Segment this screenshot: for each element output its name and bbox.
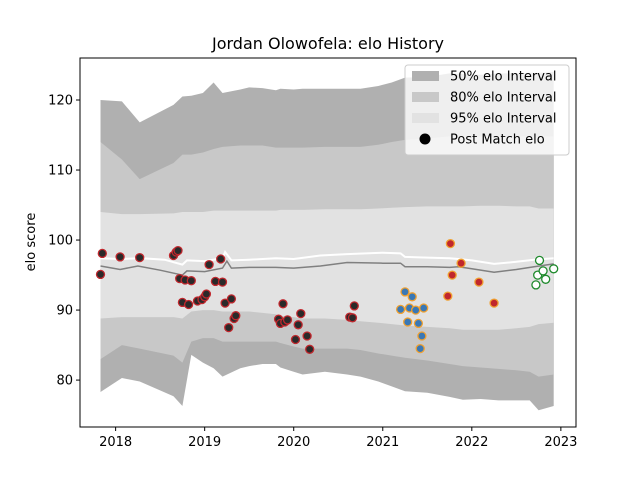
data-point [224,322,234,333]
data-point [217,277,228,287]
y-tick-label: 110 [48,164,73,179]
y-axis-label: elo score [24,213,39,272]
x-tick-label: 2021 [366,435,399,450]
data-point [531,280,541,290]
median-line [100,249,554,266]
legend-swatch [412,71,439,81]
y-tick-label: 90 [56,304,73,319]
data-point [115,252,125,262]
data-point [549,264,559,274]
data-point [305,344,315,354]
legend-swatch [412,113,439,123]
data-point [216,254,226,264]
legend-label: 50% elo Interval [450,70,557,85]
legend-label: Post Match elo [450,133,545,148]
data-point [395,304,406,315]
data-point [443,291,453,301]
data-point [411,305,421,315]
chart-title: Jordan Olowofela: elo History [211,34,444,53]
plot-frame [79,57,577,428]
y-tick-label: 120 [48,94,73,109]
data-point [489,298,499,308]
data-point [400,287,410,297]
legend-swatch [412,92,439,102]
data-point [278,299,288,309]
x-tick-label: 2019 [188,435,221,450]
x-tick-label: 2022 [455,435,488,450]
data-point [534,255,545,266]
data-point [403,317,413,327]
data-point [417,331,427,341]
legend-marker [419,133,431,145]
data-point [415,343,425,354]
x-tick-label: 2018 [99,435,132,450]
interval-bands [100,72,554,411]
data-point [407,292,417,302]
data-point [445,238,456,249]
data-point [419,303,429,313]
x-axis: 2018 2019 2020 2021 2022 2023 [99,427,577,450]
y-tick-label: 100 [48,234,73,249]
data-point [302,331,312,341]
post-match-points [95,238,559,354]
legend-box [404,64,570,156]
y-tick-label: 80 [56,374,73,389]
mean-line [100,259,554,276]
data-point [201,289,212,299]
data-point [349,301,359,311]
legend-label: 95% elo Interval [450,112,557,127]
data-point [474,277,484,287]
data-point [173,245,183,256]
data-point [226,294,237,304]
trend-lines [100,249,554,276]
data-point [204,259,214,270]
data-point [290,334,301,345]
legend: 50% elo Interval 80% elo Interval 95% elo … [404,64,570,156]
data-point [296,308,306,319]
data-point [220,298,230,308]
data-point [95,269,106,280]
data-point [231,311,241,321]
data-point [97,248,107,259]
data-point [186,276,196,286]
data-point [447,270,457,280]
data-point [282,315,293,325]
band-50-band [100,205,554,330]
y-axis: 80 90 100 110 120 [48,94,80,389]
x-tick-label: 2023 [544,435,577,450]
data-point [183,299,194,310]
x-tick-label: 2020 [277,435,310,450]
data-point [413,318,424,329]
data-point [538,266,548,276]
legend-label: 80% elo Interval [450,91,557,106]
data-point [347,313,358,323]
data-point [456,258,466,268]
data-point [293,320,303,330]
data-point [541,274,551,284]
data-point [135,252,145,263]
